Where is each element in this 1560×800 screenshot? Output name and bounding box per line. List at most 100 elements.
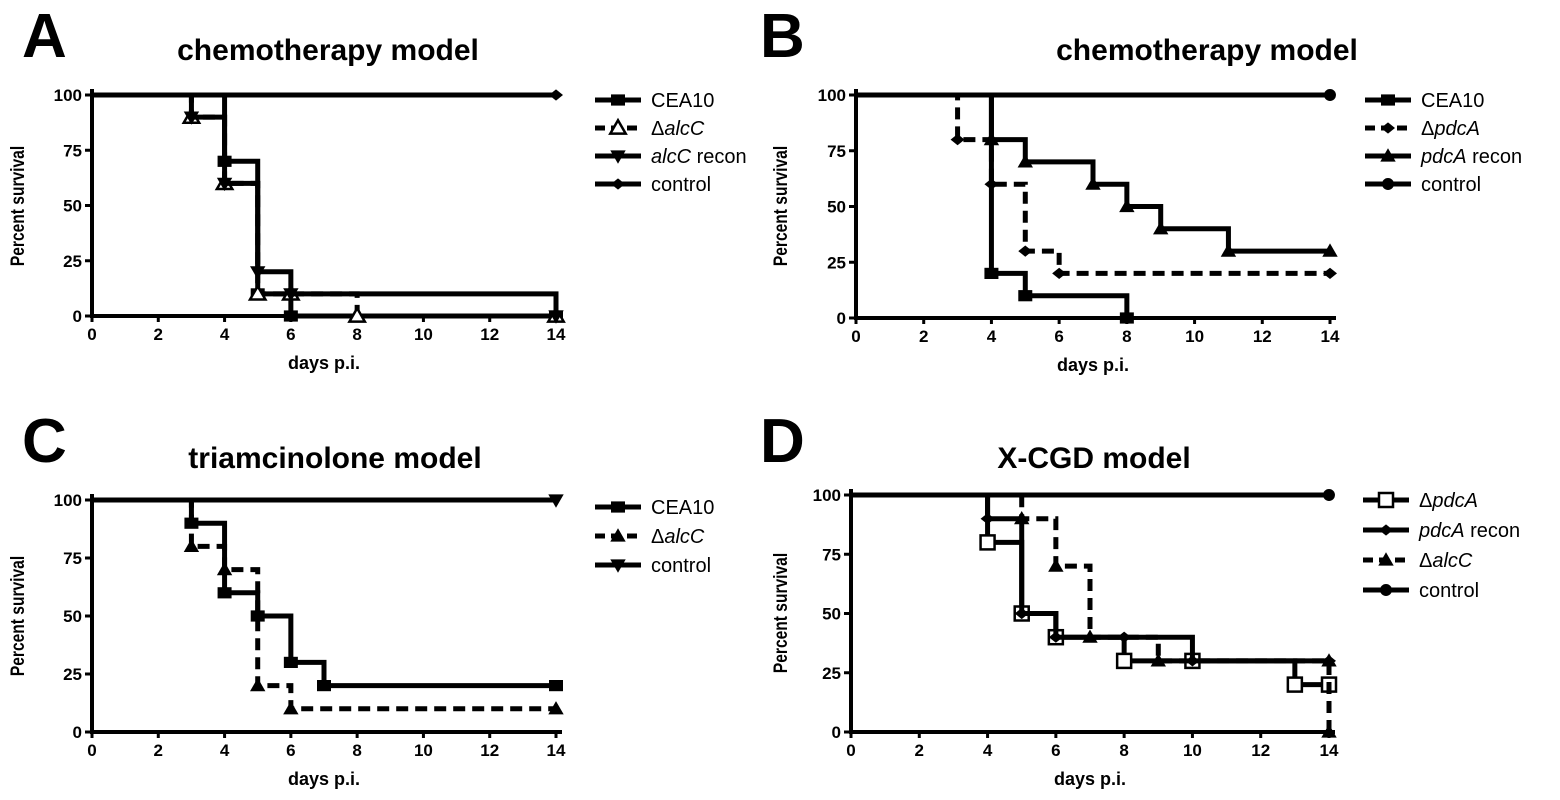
legend-item: ΔpdcA (1363, 490, 1478, 512)
y-tick-label: 50 (63, 607, 82, 626)
data-point (950, 134, 965, 146)
data-point (1052, 267, 1067, 279)
y-tick-label: 0 (837, 309, 846, 328)
data-point (250, 266, 266, 280)
x-tick-label: 12 (480, 741, 499, 760)
x-axis-label: days p.i. (288, 769, 360, 789)
series-2 (92, 497, 564, 715)
series-line (92, 497, 556, 712)
data-point (980, 513, 995, 525)
series-4 (851, 489, 1335, 501)
data-point (1321, 653, 1337, 667)
legend-label: control (1421, 174, 1481, 196)
series-line (851, 492, 1332, 732)
x-tick-label: 12 (1253, 327, 1272, 346)
y-tick-label: 75 (63, 141, 82, 160)
series-1 (92, 497, 563, 692)
series-line (856, 92, 1330, 276)
x-tick-label: 8 (1119, 741, 1128, 760)
legend-marker (1381, 94, 1395, 106)
data-point (1115, 652, 1133, 670)
legend-item: CEA10 (595, 497, 714, 519)
x-tick-label: 12 (1251, 741, 1270, 760)
y-tick-label: 75 (822, 545, 841, 564)
x-tick-label: 6 (1054, 327, 1063, 346)
data-point (1185, 655, 1200, 667)
chart-d: D X-CGD model 0 2 4 6 8 10 12 14 0 25 50 75 100 days p.… (760, 407, 1520, 789)
x-tick-label: 10 (1185, 327, 1204, 346)
legend-item: ΔalcC (595, 117, 705, 140)
legend-item: ΔpdcA (1365, 118, 1480, 140)
series-line (92, 92, 556, 319)
legend-marker (611, 94, 625, 106)
data-point (548, 310, 564, 324)
y-tick-label: 75 (63, 549, 82, 568)
legend-marker (1377, 491, 1395, 509)
legend-item: control (1365, 174, 1481, 196)
legend-item: alcC recon (595, 146, 747, 168)
legend-label: pdcA recon (1420, 146, 1522, 168)
legend-label: ΔpdcA (1419, 490, 1478, 512)
data-point (548, 494, 564, 508)
legend-label: control (651, 174, 711, 196)
series-1 (856, 92, 1134, 324)
data-point (1286, 676, 1304, 693)
chart-title: chemotherapy model (1056, 34, 1358, 67)
data-point (979, 534, 996, 551)
data-point (317, 680, 331, 692)
legend-marker (1379, 524, 1393, 536)
x-tick-label: 14 (547, 325, 566, 344)
data-point (1324, 89, 1336, 101)
legend-item: CEA10 (595, 90, 714, 112)
x-tick-label: 14 (1321, 327, 1340, 346)
legend-item: control (595, 174, 711, 196)
legend-label: control (651, 555, 711, 577)
legend-marker (611, 178, 625, 190)
legend-label: CEA10 (1421, 90, 1484, 112)
y-tick-label: 0 (73, 307, 82, 326)
x-tick-label: 6 (1051, 741, 1060, 760)
legend-label: pdcA recon (1418, 520, 1520, 542)
x-tick-label: 10 (414, 741, 433, 760)
data-point (549, 89, 563, 101)
series-2 (856, 92, 1337, 279)
x-tick-label: 0 (846, 741, 855, 760)
panel-letter: A (22, 2, 67, 71)
legend-label: CEA10 (651, 497, 714, 519)
legend-marker (608, 117, 628, 135)
data-point (1323, 489, 1335, 501)
data-point (216, 177, 233, 192)
legend-marker (1378, 552, 1394, 566)
legend-marker (1380, 584, 1392, 596)
legend-marker (1381, 122, 1395, 134)
x-tick-label: 6 (286, 325, 295, 344)
x-tick-label: 4 (987, 327, 997, 346)
series-3 (856, 92, 1338, 257)
data-point (984, 178, 999, 190)
chart-title: triamcinolone model (188, 442, 481, 475)
legend-marker (610, 150, 626, 164)
data-point (984, 267, 999, 279)
y-tick-label: 100 (54, 86, 82, 105)
data-point (1082, 629, 1098, 643)
series-2 (92, 92, 566, 323)
x-tick-label: 14 (547, 741, 566, 760)
x-tick-label: 12 (480, 325, 499, 344)
data-point (247, 283, 268, 301)
data-point (216, 561, 233, 576)
series-4 (92, 89, 563, 101)
data-point (183, 111, 200, 125)
legend-item: control (595, 555, 711, 577)
y-tick-label: 0 (832, 723, 841, 742)
x-tick-label: 8 (352, 741, 361, 760)
x-tick-label: 2 (915, 741, 924, 760)
y-tick-label: 100 (54, 491, 82, 510)
legend-label: ΔpdcA (1421, 118, 1480, 140)
panel-letter: C (22, 407, 67, 476)
